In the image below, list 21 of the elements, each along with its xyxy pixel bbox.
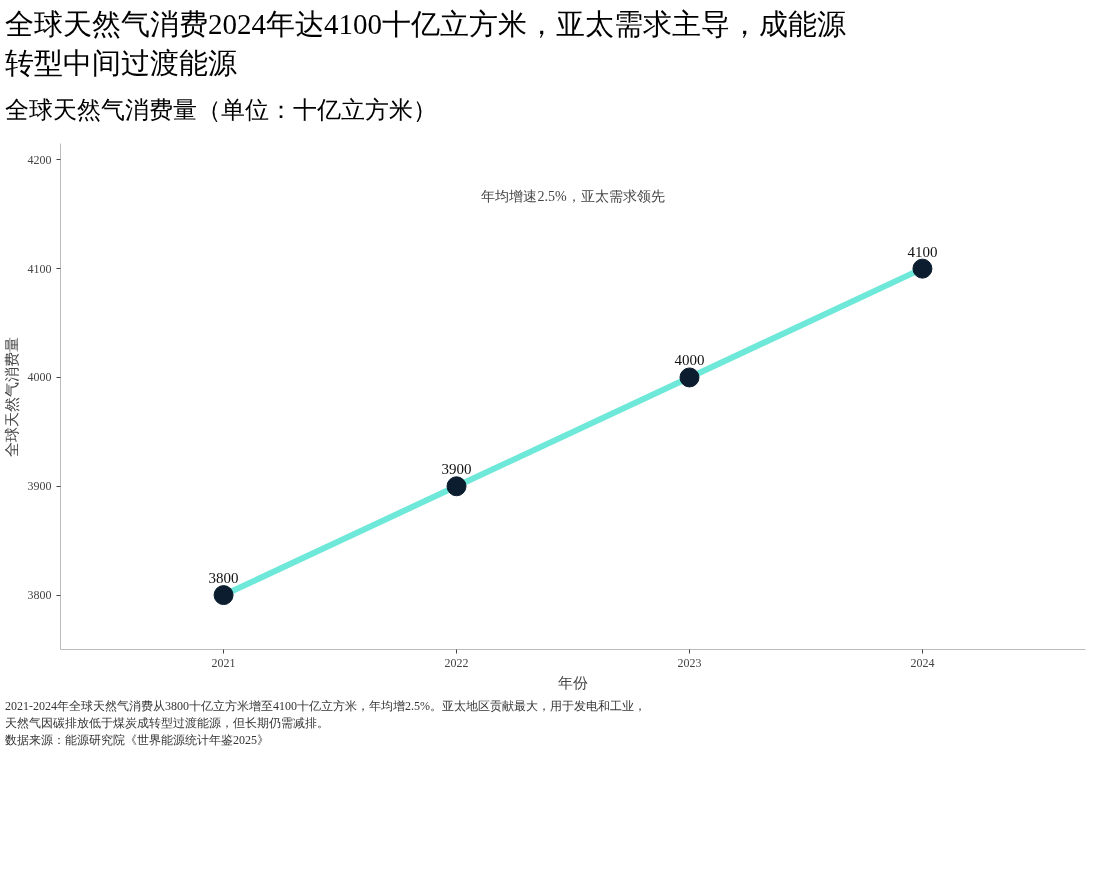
chart-title: 全球天然气消费2024年达4100十亿立方米，亚太需求主导，成能源转型中间过渡能源 xyxy=(5,7,847,82)
data-label: 3800 xyxy=(208,569,239,586)
y-tick-label: 3800 xyxy=(27,587,52,602)
y-tick-label: 4200 xyxy=(27,152,52,167)
data-label: 3900 xyxy=(441,460,472,477)
x-tick-label: 2023 xyxy=(677,655,702,670)
y-tick-label: 3900 xyxy=(27,478,52,493)
data-label: 4100 xyxy=(907,243,938,260)
x-tick-label: 2024 xyxy=(910,655,935,670)
y-tick-label: 4100 xyxy=(27,261,52,276)
x-tick-label: 2022 xyxy=(444,655,469,670)
source-note: 数据来源：能源研究院《世界能源统计年鉴2025》 xyxy=(5,731,270,749)
text: 天然气因碳排放低于煤炭成转型过渡能源，但长期仍需减排。 xyxy=(5,714,330,732)
x-axis-title: 年份 xyxy=(558,674,588,691)
chart-subtitle: 全球天然气消费量（单位：十亿立方米） xyxy=(5,96,437,126)
annotation: 年均增速2.5%，亚太需求领先 xyxy=(481,188,665,204)
x-tick-label: 2021 xyxy=(211,655,236,670)
y-tick-label: 4000 xyxy=(27,370,52,385)
y-axis-title: 全球天然气消费量 xyxy=(3,336,20,457)
text: 2021-2024年全球天然气消费从3800十亿立方米增至4100十亿立方米，年均增2.5%。亚太地区贡献最大，用于发电和工业， xyxy=(5,697,646,715)
data-label: 4000 xyxy=(674,352,705,369)
